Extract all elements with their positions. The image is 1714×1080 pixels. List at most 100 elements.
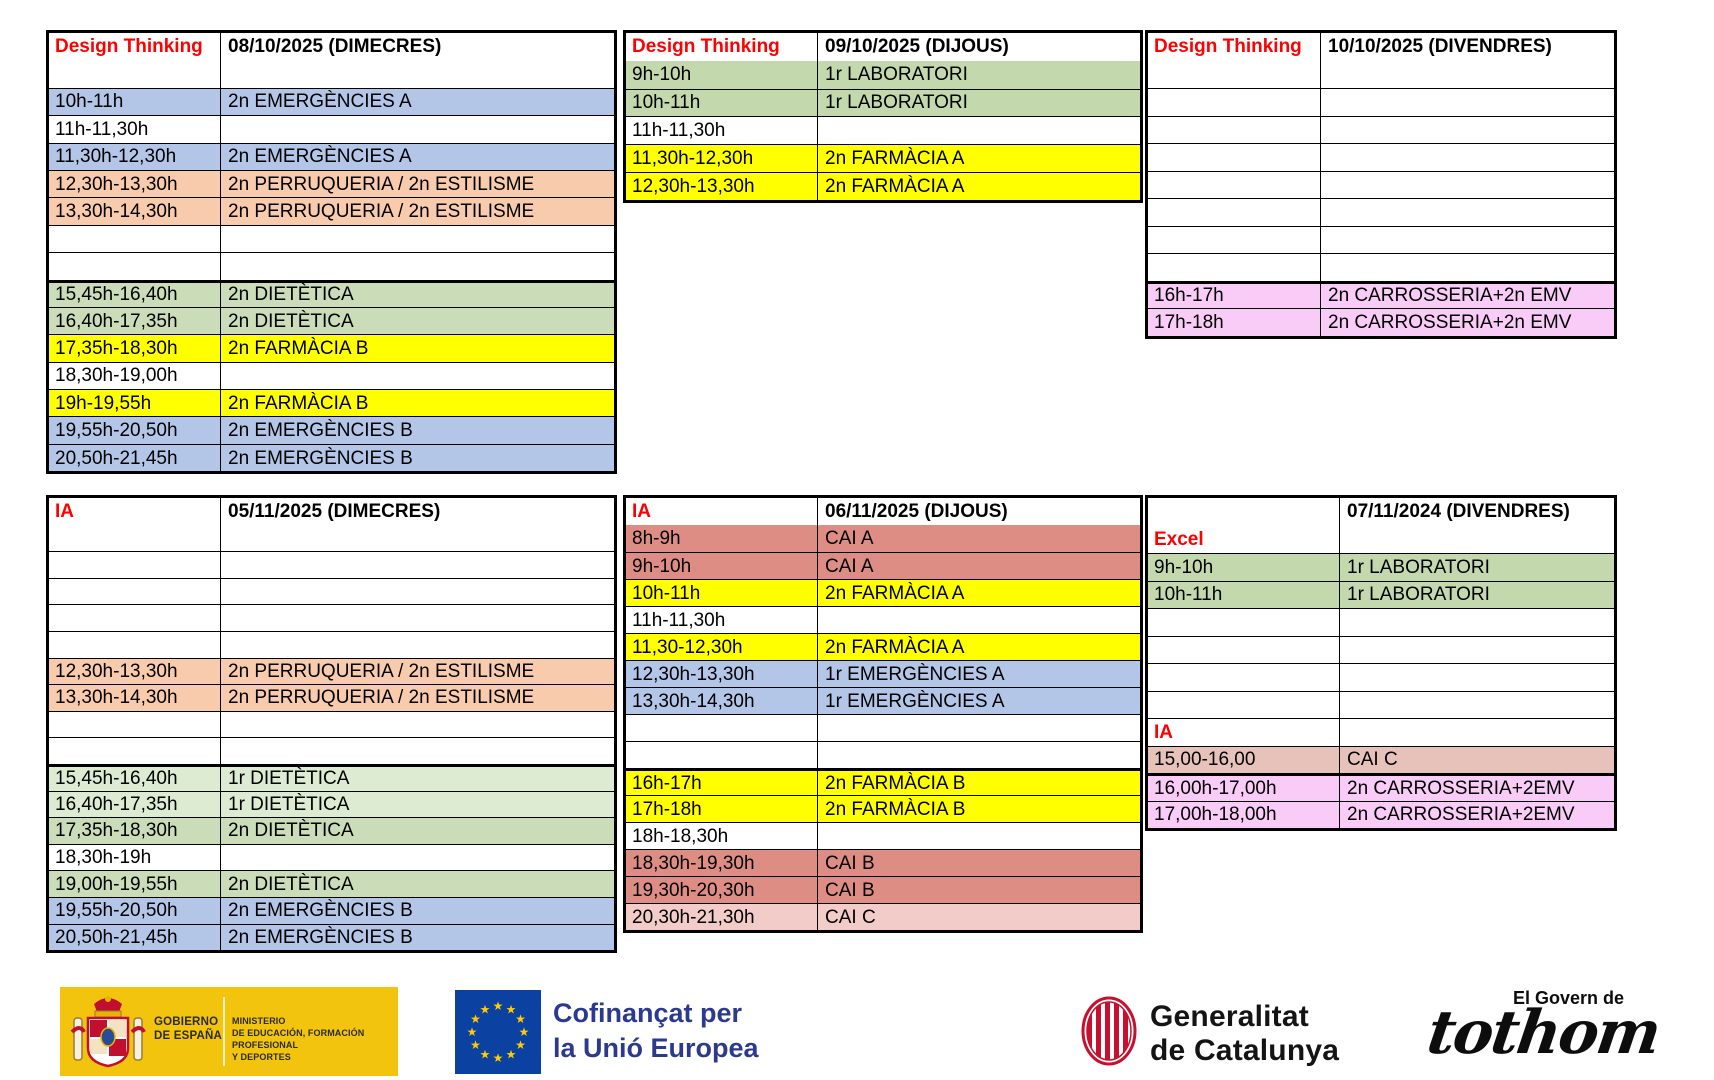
schedule-table-dimecres-oct: Design Thinking 08/10/2025 (DIMECRES) 10… — [46, 30, 617, 475]
time-cell: 12,30h-13,30h — [626, 172, 818, 200]
svg-text:★: ★ — [506, 1003, 517, 1017]
time-cell: 8h-9h — [626, 525, 818, 552]
time-cell: 20,30h-21,30h — [626, 904, 818, 930]
activity-cell — [221, 712, 614, 738]
time-cell — [1148, 254, 1321, 281]
time-cell: 17,35h-18,30h — [49, 818, 221, 844]
activity-cell: 1r LABORATORI — [818, 60, 1140, 89]
activity-cell: 2n PERRUQUERIA / 2n ESTILISME — [221, 658, 614, 685]
table-header-row: IA 05/11/2025 (DIMECRES) — [49, 498, 614, 525]
table-row: 9h-10h CAI A — [626, 552, 1140, 579]
table-row: 10h-11h 2n EMERGÈNCIES A — [49, 87, 614, 116]
table-row — [49, 604, 614, 631]
schedule-table-dijous-nov: IA 06/11/2025 (DIJOUS) 8h-9h CAI A 9h-10h C… — [623, 495, 1143, 933]
activity-cell: 1r EMERGÈNCIES A — [818, 661, 1140, 687]
table-date-label: 05/11/2025 (DIMECRES) — [228, 500, 441, 522]
activity-cell: 2n DIETÈTICA — [221, 307, 614, 335]
table-row: 19,00h-19,55h 2n DIETÈTICA — [49, 870, 614, 897]
table-row — [1148, 225, 1614, 253]
svg-text:★: ★ — [467, 1025, 478, 1039]
time-cell: 19,30h-20,30h — [626, 877, 818, 903]
activity-cell: 2n CARROSSERIA+2EMV — [1340, 801, 1614, 828]
table-row: 20,50h-21,45h 2n EMERGÈNCIES B — [49, 923, 614, 951]
activity-cell: 2n CARROSSERIA+2EMV — [1340, 776, 1614, 801]
table-row — [1148, 253, 1614, 281]
table-subject-label: Design Thinking — [49, 33, 221, 61]
time-cell: Excel — [1148, 525, 1340, 553]
table-date-label: 06/11/2025 (DIJOUS) — [825, 501, 1008, 522]
svg-text:★: ★ — [515, 1038, 526, 1052]
table-row: 10h-11h 2n FARMÀCIA A — [626, 579, 1140, 606]
time-cell: 17,35h-18,30h — [49, 335, 221, 362]
table-row: 17,00h-18,00h 2n CARROSSERIA+2EMV — [1148, 800, 1614, 828]
table-row — [1148, 88, 1614, 116]
activity-cell: 2n EMERGÈNCIES B — [221, 924, 614, 951]
table-row: 18h-18,30h — [626, 822, 1140, 849]
table-row: 20,30h-21,30h CAI C — [626, 903, 1140, 930]
eu-cofinance-text: Cofinançat per la Unió Europea — [553, 998, 759, 1064]
activity-cell: 2n EMERGÈNCIES A — [221, 88, 614, 116]
schedule-table-divendres-nov: 07/11/2024 (DIVENDRES) Excel 9h-10h 1r LAB… — [1145, 495, 1617, 831]
table-body: 12,30h-13,30h 2n PERRUQUERIA / 2n ESTILIS… — [49, 524, 614, 951]
activity-cell — [1321, 172, 1614, 199]
activity-cell: 1r LABORATORI — [818, 89, 1140, 117]
table-row: 18,30h-19,30h CAI B — [626, 849, 1140, 876]
time-cell — [1148, 89, 1321, 116]
time-cell — [1148, 60, 1321, 88]
table-row: 13,30h-14,30h 2n PERRUQUERIA / 2n ESTILIS… — [49, 197, 614, 225]
activity-cell: 2n PERRUQUERIA / 2n ESTILISME — [221, 170, 614, 198]
time-cell: 11h-11,30h — [626, 117, 818, 145]
table-row: 11h-11,30h — [626, 116, 1140, 145]
activity-cell: 2n PERRUQUERIA / 2n ESTILISME — [221, 198, 614, 225]
activity-cell: 1r DIETÈTICA — [221, 791, 614, 818]
logo-divider — [223, 997, 225, 1066]
activity-cell — [818, 117, 1140, 144]
schedule-table-divendres-oct: Design Thinking 10/10/2025 (DIVENDRES) 1… — [1145, 30, 1617, 339]
table-row — [626, 714, 1140, 741]
table-row: 16h-17h 2n FARMÀCIA B — [626, 768, 1140, 795]
table-row — [1148, 690, 1614, 718]
activity-cell: CAI C — [1340, 746, 1614, 773]
el-govern-de-text: El Govern de — [1513, 988, 1625, 1008]
time-cell: 12,30h-13,30h — [49, 658, 221, 685]
tothom-script-logo: tothom — [1423, 998, 1664, 1068]
table-row: 9h-10h 1r LABORATORI — [626, 60, 1140, 89]
activity-cell: 2n EMERGÈNCIES B — [221, 417, 614, 444]
activity-cell: 2n DIETÈTICA — [221, 871, 614, 897]
table-subject-label — [1148, 498, 1340, 526]
gobierno-espana-logo: GOBIERNO DE ESPAÑA MINISTERIO DE EDUCACI… — [60, 987, 398, 1076]
time-cell — [1148, 609, 1340, 636]
activity-cell: CAI A — [818, 525, 1140, 552]
activity-cell — [1340, 664, 1614, 691]
activity-cell: CAI B — [818, 850, 1140, 876]
table-row: 12,30h-13,30h 2n FARMÀCIA A — [626, 171, 1140, 200]
time-cell: 19,55h-20,50h — [49, 417, 221, 444]
activity-cell — [1321, 61, 1614, 89]
table-row: 15,45h-16,40h 2n DIETÈTICA — [49, 279, 614, 307]
time-cell — [49, 253, 221, 280]
svg-text:★: ★ — [515, 1012, 526, 1026]
table-row — [1148, 198, 1614, 226]
table-body: Excel 9h-10h 1r LABORATORI 10h-11h 1r LABORA… — [1148, 525, 1614, 828]
activity-cell — [221, 60, 614, 87]
table-row — [49, 252, 614, 280]
table-date-label: 10/10/2025 (DIVENDRES) — [1328, 36, 1552, 58]
time-cell: 9h-10h — [626, 553, 818, 579]
table-subject-label: Design Thinking — [1148, 33, 1321, 61]
activity-cell — [818, 715, 1140, 741]
time-cell: 16,40h-17,35h — [49, 307, 221, 335]
table-row: 12,30h-13,30h 1r EMERGÈNCIES A — [626, 660, 1140, 687]
activity-cell — [221, 116, 614, 142]
time-cell: 11h-11,30h — [626, 607, 818, 633]
time-cell — [1148, 171, 1321, 198]
activity-cell: 2n PERRUQUERIA / 2n ESTILISME — [221, 685, 614, 711]
table-row — [49, 737, 614, 764]
activity-cell: 2n FARMÀCIA B — [818, 771, 1140, 795]
table-row: 12,30h-13,30h 2n PERRUQUERIA / 2n ESTILIS… — [49, 169, 614, 198]
time-cell: 9h-10h — [1148, 554, 1340, 581]
activity-cell — [221, 605, 614, 631]
activity-cell — [221, 253, 614, 279]
activity-cell: CAI B — [818, 877, 1140, 903]
time-cell: 12,30h-13,30h — [49, 170, 221, 198]
table-row: 17h-18h 2n CARROSSERIA+2n EMV — [1148, 308, 1614, 336]
